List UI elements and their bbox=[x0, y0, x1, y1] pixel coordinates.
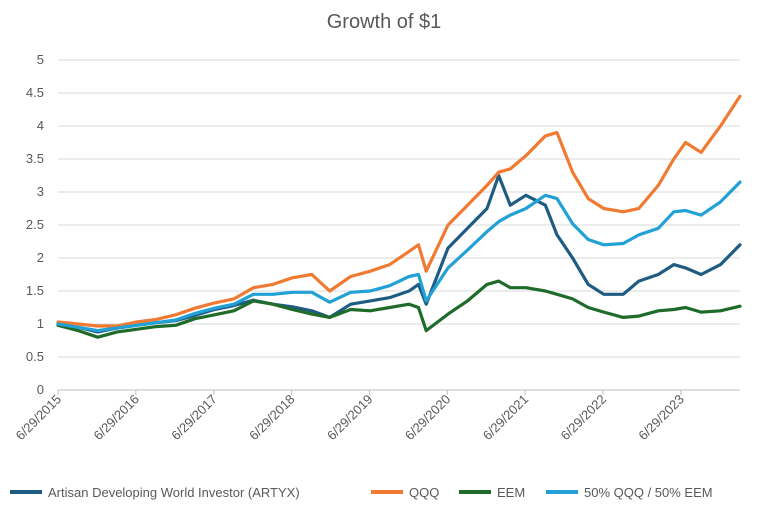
series-line-qqq bbox=[56, 94, 742, 328]
x-tick-label: 6/29/2016 bbox=[90, 392, 142, 444]
y-tick-label: 2 bbox=[37, 250, 44, 265]
x-tick-label: 6/29/2019 bbox=[324, 392, 376, 444]
y-tick-label: 5 bbox=[37, 52, 44, 67]
x-tick-label: 6/29/2021 bbox=[480, 392, 532, 444]
x-tick-label: 6/29/2015 bbox=[13, 392, 65, 444]
legend: Artisan Developing World Investor (ARTYX… bbox=[10, 485, 713, 500]
y-tick-label: 2.5 bbox=[26, 217, 44, 232]
y-tick-label: 4.5 bbox=[26, 85, 44, 100]
series-line-artyx bbox=[56, 173, 742, 334]
y-tick-label: 1 bbox=[37, 316, 44, 331]
y-tick-label: 3.5 bbox=[26, 151, 44, 166]
legend-item-blend[interactable]: 50% QQQ / 50% EEM bbox=[546, 485, 713, 500]
series-line-eem bbox=[56, 279, 742, 339]
legend-label-qqq: QQQ bbox=[409, 485, 439, 500]
x-tick-label: 6/29/2022 bbox=[558, 392, 610, 444]
x-tick-label: 6/29/2018 bbox=[246, 392, 298, 444]
legend-item-eem[interactable]: EEM bbox=[459, 485, 525, 500]
legend-label-artyx: Artisan Developing World Investor (ARTYX… bbox=[48, 485, 300, 500]
x-axis-ticks: 6/29/2015 6/29/2016 6/29/2017 6/29/2018 6/29… bbox=[13, 390, 687, 443]
chart-title: Growth of $1 bbox=[327, 11, 442, 33]
legend-item-qqq[interactable]: QQQ bbox=[371, 485, 439, 500]
x-tick-label: 6/29/2023 bbox=[635, 392, 687, 444]
y-axis-ticks: 0 0.5 1 1.5 2 2.5 3 3.5 4 4.5 5 bbox=[26, 52, 44, 397]
y-tick-label: 1.5 bbox=[26, 283, 44, 298]
x-tick-label: 6/29/2017 bbox=[168, 392, 220, 444]
y-tick-label: 0 bbox=[37, 382, 44, 397]
y-tick-label: 4 bbox=[37, 118, 44, 133]
legend-item-artyx[interactable]: Artisan Developing World Investor (ARTYX… bbox=[10, 485, 300, 500]
legend-label-blend: 50% QQQ / 50% EEM bbox=[584, 485, 713, 500]
series-lines bbox=[56, 94, 742, 339]
y-tick-label: 0.5 bbox=[26, 349, 44, 364]
series-line-blend bbox=[56, 180, 742, 333]
legend-label-eem: EEM bbox=[497, 485, 525, 500]
x-tick-label: 6/29/2020 bbox=[402, 392, 454, 444]
y-tick-label: 3 bbox=[37, 184, 44, 199]
